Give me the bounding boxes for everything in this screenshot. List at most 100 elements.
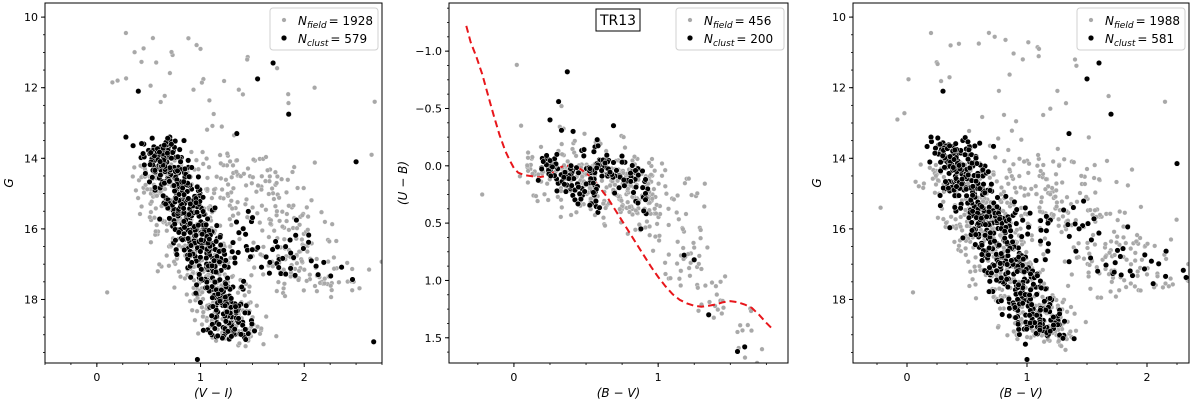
field-point (958, 248, 964, 254)
cluster-point (186, 173, 193, 180)
field-point (162, 93, 168, 99)
cluster-point (231, 259, 239, 266)
field-point (559, 141, 565, 147)
field-point (244, 196, 249, 202)
field-point (648, 172, 654, 178)
cluster-point (223, 308, 230, 315)
field-point (1007, 167, 1012, 173)
field-point (997, 232, 1003, 238)
field-point (972, 268, 978, 274)
field-point (236, 340, 242, 346)
field-point (1033, 191, 1039, 197)
field-point (242, 201, 248, 207)
field-point (143, 182, 149, 188)
cluster-point (951, 156, 958, 163)
field-point (675, 239, 681, 245)
cluster-point (149, 135, 156, 142)
field-point (139, 59, 144, 65)
field-point (326, 238, 332, 244)
field-point (314, 256, 320, 262)
field-point (328, 283, 334, 289)
legend-entry: Nclust = 581 (1105, 32, 1174, 49)
cluster-point (203, 254, 210, 262)
cluster-point (218, 286, 225, 294)
field-point (656, 233, 662, 239)
cluster-point (1141, 251, 1148, 258)
field-point (284, 218, 290, 224)
field-point (992, 154, 998, 160)
cluster-point (1015, 321, 1022, 328)
field-point (582, 131, 587, 137)
y-tick-label: 12 (24, 82, 38, 95)
field-point (1128, 261, 1134, 267)
field-point (663, 271, 668, 277)
field-point (331, 266, 337, 272)
cluster-point (222, 318, 229, 325)
field-point (290, 169, 295, 175)
cluster-point (245, 330, 252, 337)
cluster-point (594, 136, 601, 143)
field-point (1007, 72, 1013, 78)
field-point (696, 253, 702, 259)
field-point (214, 174, 220, 180)
cluster-point (208, 312, 215, 319)
cluster-point (220, 247, 227, 254)
field-point (1114, 179, 1119, 185)
cluster-point (266, 259, 273, 266)
cluster-point (274, 243, 281, 250)
cluster-point (959, 234, 966, 241)
cluster-point (982, 221, 989, 228)
cluster-point (180, 191, 188, 198)
field-point (133, 187, 139, 193)
cluster-point (1006, 312, 1013, 320)
cluster-point (141, 161, 148, 169)
cluster-point (1028, 301, 1035, 308)
field-point (906, 76, 911, 82)
cluster-point (945, 185, 952, 192)
field-point (164, 253, 170, 259)
legend-frame (1076, 7, 1186, 51)
cluster-point (174, 153, 181, 160)
cluster-point (1066, 258, 1073, 265)
cluster-point (1127, 267, 1134, 275)
cluster-point (290, 254, 297, 261)
cluster-point (213, 238, 220, 245)
cluster-point (272, 238, 279, 245)
cluster-point (192, 232, 199, 239)
field-point (1102, 241, 1108, 247)
field-point (230, 162, 236, 168)
cluster-point (553, 187, 561, 194)
field-point (184, 292, 190, 297)
cluster-point (1095, 230, 1102, 237)
legend-symbol: N (1105, 14, 1114, 28)
field-point (286, 227, 292, 233)
field-point (1082, 181, 1088, 187)
cluster-point (937, 192, 944, 199)
field-point (602, 223, 608, 229)
field-point (312, 85, 318, 91)
field-point (1012, 185, 1018, 191)
field-point (650, 248, 656, 254)
cluster-point (229, 248, 236, 255)
cluster-point (209, 303, 216, 310)
field-point (1108, 238, 1114, 244)
cluster-point (972, 241, 979, 248)
field-point (702, 181, 708, 187)
field-point (199, 322, 205, 327)
field-point (722, 273, 728, 279)
cluster-point (1020, 256, 1027, 263)
cluster-point (156, 216, 163, 223)
x-tick-label: 0 (93, 371, 100, 384)
field-point (294, 260, 300, 266)
field-point (654, 221, 660, 227)
cluster-point (1043, 227, 1050, 234)
cluster-point (924, 143, 931, 150)
cluster-point (1084, 220, 1092, 227)
field-point (1117, 209, 1123, 215)
cluster-point (619, 159, 626, 166)
field-point (279, 209, 285, 215)
cluster-point (249, 214, 256, 221)
field-point (1162, 99, 1168, 105)
cluster-point (990, 143, 997, 150)
legend-subscript: field (307, 21, 327, 31)
